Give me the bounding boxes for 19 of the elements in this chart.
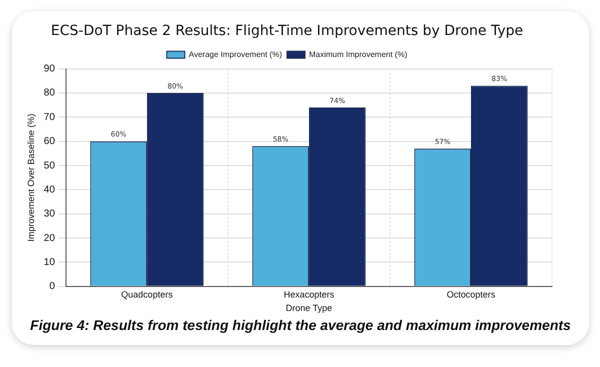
y-tick-label: 90	[44, 64, 56, 75]
y-tick-label: 20	[44, 232, 56, 244]
legend-label: Maximum Improvement (%)	[308, 50, 408, 60]
y-tick-label: 10	[44, 256, 56, 268]
y-tick-label: 50	[44, 160, 56, 172]
y-tick-label: 70	[44, 112, 56, 123]
x-axis-title: Drone Type	[286, 303, 332, 314]
y-tick-label: 80	[44, 88, 56, 99]
caption: Figure 4: Results from testing highlight the average and maximum improvements	[29, 317, 572, 333]
x-tick-label: Hexacopters	[284, 289, 335, 300]
x-tick-label: Octocopters	[446, 289, 496, 300]
y-tick-label: 0	[49, 281, 56, 292]
y-tick-label: 40	[44, 184, 56, 196]
x-tick-label: Quadcopters	[121, 289, 174, 300]
y-tick-label: 30	[44, 208, 56, 220]
chart-title: ECS-DoT Phase 2 Results: Flight-Time Improvements by Drone Type	[50, 23, 524, 40]
legend-label: Average Improvement (%)	[188, 50, 282, 60]
y-tick-label: 60	[44, 136, 56, 148]
y-axis-title: Improvement Over Baseline (%)	[26, 114, 36, 242]
